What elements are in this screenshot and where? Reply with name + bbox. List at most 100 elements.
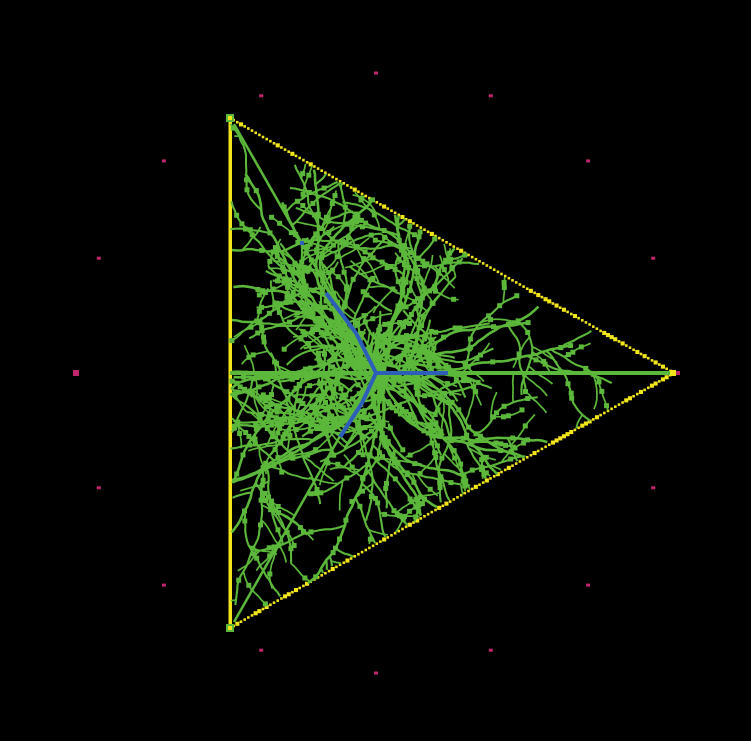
lower-edge-dot (536, 449, 540, 453)
lower-edge-dot (603, 411, 606, 415)
lower-edge-dot (463, 491, 467, 495)
lower-edge-dot (247, 616, 250, 619)
lower-edge-dot (459, 493, 463, 497)
lower-edge-dot (371, 544, 375, 548)
lower-edge-dot (404, 525, 408, 529)
lower-edge-dot (364, 548, 368, 552)
marker-dot (73, 370, 79, 376)
upper-edge-dot (302, 158, 305, 162)
upper-edge-dot (327, 173, 331, 177)
lower-edge-dot (302, 584, 305, 588)
upper-edge-dot (441, 238, 445, 242)
lower-edge-dot (335, 565, 338, 569)
vertex-node-core (228, 626, 232, 630)
growth-branch (242, 571, 266, 605)
growth-branch (234, 470, 265, 606)
growth-branch (229, 123, 262, 211)
upper-edge-dot (283, 148, 287, 151)
lower-edge-dot (444, 501, 449, 506)
lower-edge-dot (437, 505, 442, 510)
vertex-node-core (228, 116, 232, 120)
upper-edge-dot (290, 151, 295, 156)
lower-edge-dot (286, 592, 291, 597)
growth-branch (300, 163, 307, 179)
upper-edge-dot (459, 248, 464, 253)
growth-branch (458, 342, 491, 377)
marker-dot (374, 71, 378, 75)
growth-branch (295, 304, 322, 331)
growth-branch (475, 396, 538, 435)
growth-branch (380, 376, 386, 427)
growth-branch (575, 414, 584, 429)
lower-edge-dot (540, 447, 544, 451)
upper-edge-dot (503, 274, 507, 278)
upper-edge-dot (605, 333, 610, 338)
upper-edge-dot (500, 272, 503, 276)
growth-branch (297, 238, 405, 276)
upper-edge-dot (617, 340, 621, 343)
lower-edge-dot (544, 445, 547, 449)
lower-edge-dot (338, 563, 342, 567)
upper-edge-dot (349, 186, 353, 189)
growth-branch (303, 344, 334, 350)
growth-branch (394, 252, 417, 275)
lower-edge-dot (448, 500, 452, 503)
growth-branch (379, 511, 420, 518)
growth-branch (517, 320, 534, 395)
growth-branch (321, 405, 354, 420)
growth-branch (458, 455, 526, 476)
upper-edge-dot (609, 335, 614, 340)
marker-dots-layer (73, 71, 680, 675)
lower-edge-dot (349, 557, 353, 560)
growth-branch (299, 384, 322, 420)
lower-edge-dot (594, 415, 599, 420)
marker-dot (488, 94, 493, 98)
lower-edge-dot (599, 413, 602, 417)
lower-edge-dot (514, 462, 518, 465)
lower-edge-dot (269, 603, 272, 607)
growth-branch (417, 373, 422, 408)
growth-branch (372, 444, 461, 486)
growth-branch (500, 442, 524, 463)
upper-edge-dot (470, 255, 474, 259)
growth-branch (348, 265, 402, 296)
growth-branch (459, 484, 464, 495)
seed-core-layer (300, 241, 448, 439)
growth-branch (445, 254, 466, 262)
growth-branch (301, 394, 332, 399)
growth-branch (367, 412, 387, 438)
growth-branch (367, 456, 423, 466)
growth-branch (460, 361, 485, 383)
lower-edge-dot (291, 590, 294, 594)
upper-edge-dot (628, 346, 632, 349)
upper-edge-dot (331, 175, 334, 179)
growth-branch (560, 330, 592, 349)
upper-edge-dot (639, 352, 643, 356)
triangle-vertices (226, 114, 676, 632)
growth-branch (563, 342, 591, 358)
lower-edge-dot (647, 386, 650, 390)
seed-arm (338, 372, 378, 439)
upper-edge-dot (254, 131, 257, 135)
lower-edge-dot (467, 489, 470, 493)
upper-edge-dot (342, 182, 346, 185)
growth-branch (241, 350, 268, 365)
growth-branch (491, 464, 502, 471)
growth-branch (260, 519, 288, 563)
upper-edge-dot (407, 219, 412, 224)
growth-branch (468, 447, 497, 461)
upper-edge-dot (415, 224, 419, 227)
lower-edge-dot (441, 504, 445, 508)
marker-dot (259, 648, 264, 652)
lower-edge-dot (345, 558, 350, 563)
growth-branch (361, 482, 387, 538)
upper-edge-dot (485, 264, 489, 267)
growth-branch (339, 345, 367, 390)
upper-edge-dot (481, 262, 485, 265)
growth-branch (545, 350, 591, 422)
growth-branch (255, 287, 270, 322)
growth-branch (387, 423, 404, 451)
lower-edge-dot (492, 475, 496, 478)
upper-edge-dot (456, 247, 459, 250)
seed-dot (300, 241, 304, 245)
